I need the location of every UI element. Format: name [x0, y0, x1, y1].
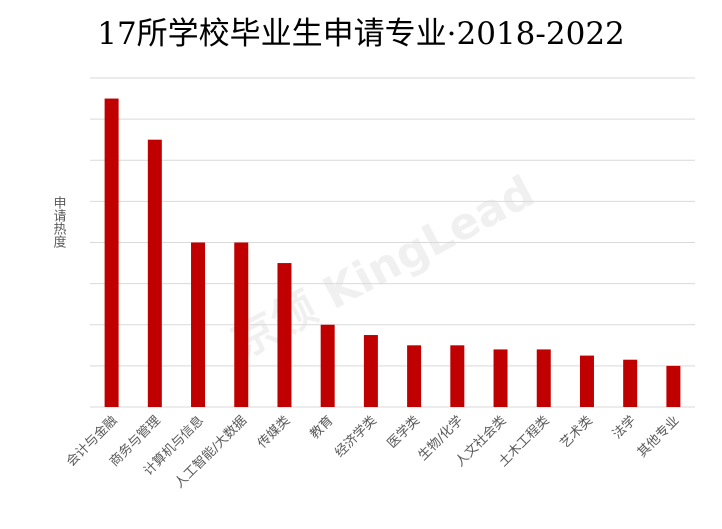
x-tick-label: 教育: [307, 413, 337, 443]
bar: [666, 365, 681, 407]
bar: [104, 98, 119, 407]
bar: [407, 345, 422, 407]
bar: [623, 359, 638, 407]
x-tick-label: 传媒类: [255, 413, 293, 451]
chart-title: 17所学校毕业生申请专业·2018-2022: [97, 16, 625, 52]
bar: [234, 242, 249, 407]
bar: [579, 355, 594, 407]
bar: [320, 324, 335, 407]
bar: [191, 242, 206, 407]
x-tick-label: 其他专业: [635, 413, 682, 460]
watermark: 京领 KingLead: [224, 166, 543, 368]
x-tick-label: 医学类: [384, 413, 423, 452]
y-axis-label: 申请热度: [51, 196, 67, 248]
x-tick-label: 艺术类: [558, 413, 596, 451]
x-tick-label: 经济学类: [332, 413, 380, 461]
bar: [147, 139, 162, 407]
bar: [450, 345, 465, 407]
x-tick-label: 法学: [609, 413, 639, 443]
bar: [363, 335, 378, 407]
bar: [277, 263, 292, 407]
bar: [493, 349, 508, 407]
bar: [536, 349, 551, 407]
